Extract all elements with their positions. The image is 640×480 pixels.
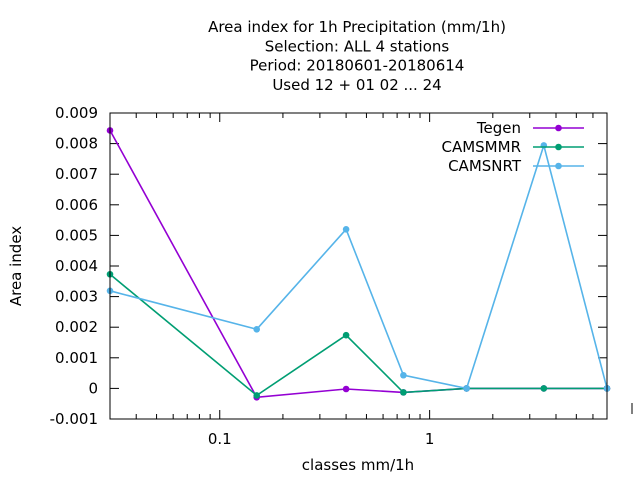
legend-label-camsmmr: CAMSMMR [441,138,521,156]
title-line-4: Used 12 + 01 02 ... 24 [272,76,441,94]
series-line-tegen [109,130,607,399]
y-tick-label: 0.007 [55,165,98,183]
y-tick-label: 0.001 [55,349,98,367]
data-point-camsnrt [253,326,261,333]
y-tick-label: 0.002 [55,318,98,336]
data-point-camsnrt [342,225,350,233]
y-axis-ticks: -0.001 0 0.001 0.002 0.003 0.004 0.005 0.006 0.0… [50,104,607,428]
y-tick-label: -0.001 [50,410,98,428]
legend-label-tegen: Tegen [476,119,521,137]
data-point-camsnrt [463,385,470,392]
title-line-2: Selection: ALL 4 stations [265,37,450,55]
y-tick-label: 0.009 [55,104,98,122]
plot-frame [109,112,608,420]
series-line-camsmmr [109,273,607,397]
y-tick-label: 0.005 [55,226,98,244]
y-axis-label: Area index [7,226,25,306]
x-axis-label: classes mm/1h [302,456,414,474]
chart-title: Area index for 1h Precipitation (mm/1h)S… [208,18,506,94]
data-point-camsmmr [253,392,261,399]
data-point-tegen [342,385,350,393]
data-point-camsmmr [342,331,350,339]
series-lines [106,127,611,401]
y-tick-label: 0.006 [55,196,98,214]
y-tick-label: 0.003 [55,288,98,306]
legend-marker-camsnrt [555,162,562,170]
x-tick-label: 0.1 [208,430,232,448]
x-tick-label: 1 [425,430,435,448]
y-tick-label: 0.004 [55,257,98,275]
legend-label-camsnrt: CAMSNRT [448,157,522,175]
data-point-camsmmr [540,385,548,392]
data-point-camsmmr [400,389,407,396]
y-tick-label: 0 [88,379,98,397]
title-line-1: Area index for 1h Precipitation (mm/1h) [208,18,506,36]
title-line-3: Period: 20180601-20180614 [250,57,465,75]
legend-marker-camsmmr [555,143,562,151]
y-tick-label: 0.008 [55,135,98,153]
data-point-camsnrt [400,371,407,379]
legend-marker-tegen [555,124,562,132]
x-axis-ticks: 0.1 1 [109,113,608,448]
